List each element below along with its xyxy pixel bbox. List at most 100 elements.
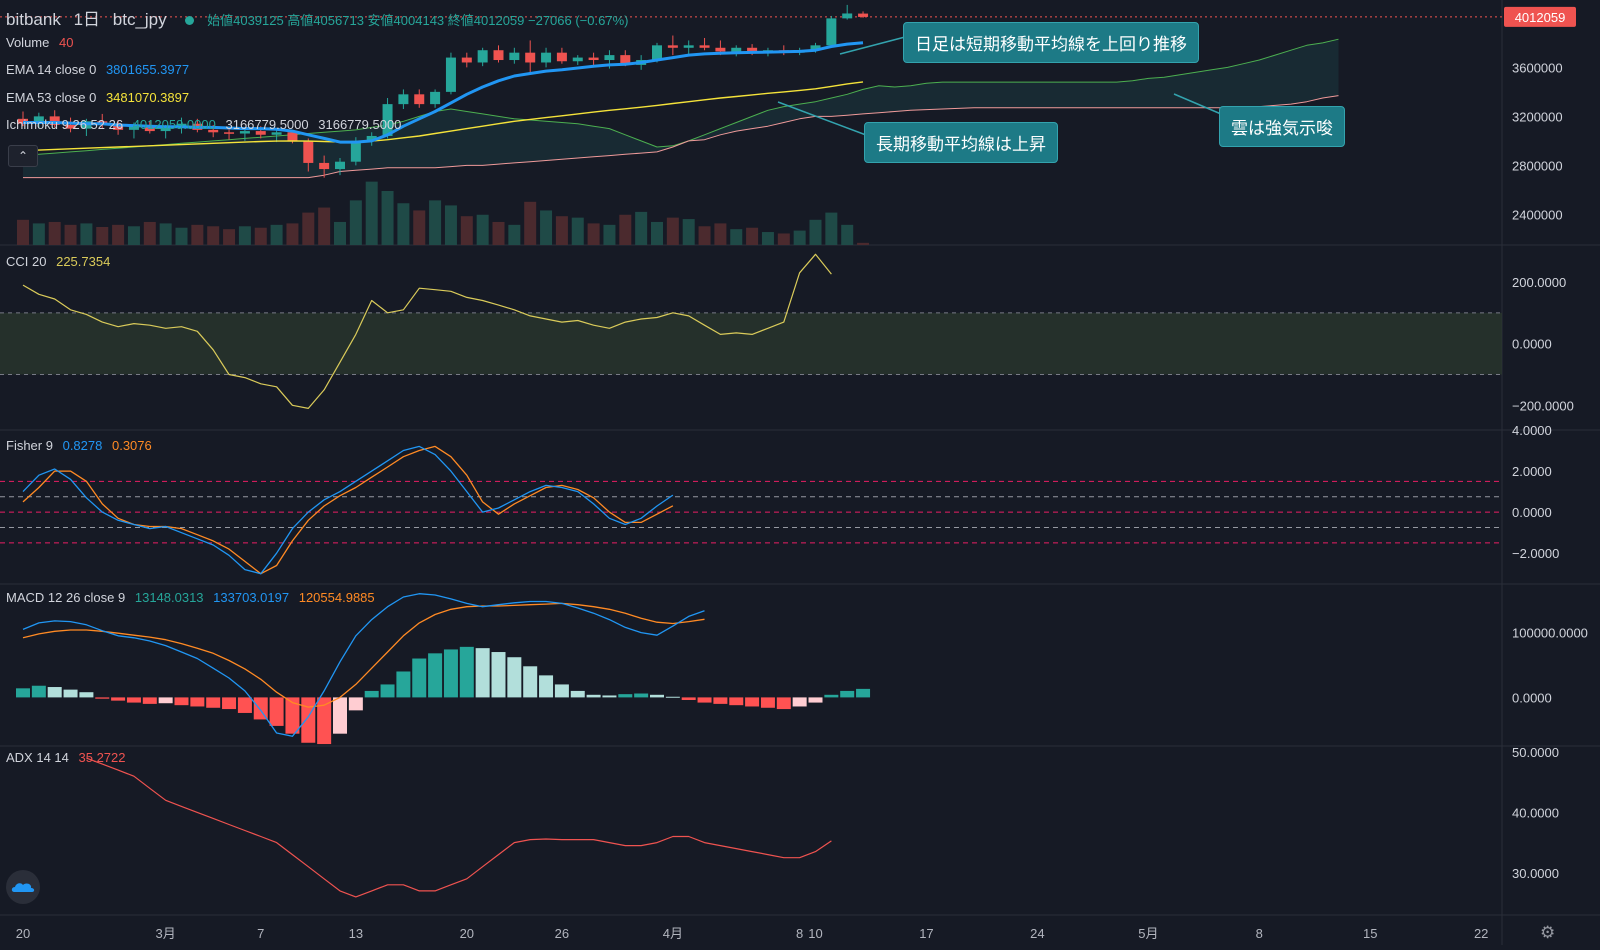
volume-bar (334, 221, 346, 245)
candle-body (667, 45, 678, 48)
macd-histogram-bar (333, 697, 347, 734)
volume-legend-name: Volume (6, 35, 50, 50)
gear-icon[interactable]: ⚙ (1540, 923, 1556, 942)
fisher-value: 0.8278 (62, 438, 103, 453)
macd-histogram-bar (824, 694, 839, 698)
volume-bar (714, 223, 727, 245)
candle-body (144, 126, 155, 132)
macd-line (22, 593, 705, 737)
macd-histogram-bar (237, 697, 252, 713)
ema53-legend-value: 3481070.3897 (105, 90, 190, 105)
volume-bar (651, 221, 663, 245)
macd-histogram-bar (856, 688, 871, 698)
price-pane[interactable] (0, 4, 1502, 245)
macd-histogram-bar (570, 690, 585, 698)
macd-histogram-bar (301, 697, 316, 743)
macd-legend[interactable]: MACD 12 26 close 9 13148.0313 133703.019… (6, 590, 375, 605)
fisher-line (22, 445, 674, 575)
volume-bar (127, 226, 140, 245)
adx-pane[interactable] (86, 757, 832, 898)
price-y-tick-label: 2800000 (1512, 158, 1563, 173)
ichimoku-legend[interactable]: Ichimoku 9 26 52 26 4012059.0000 3166779… (6, 117, 401, 132)
collapse-legend-button[interactable]: ⌃ (8, 145, 38, 167)
volume-bar (349, 200, 362, 245)
macd-histogram-bar (443, 649, 458, 698)
callout-long-ma[interactable]: 長期移動平均線は上昇 (864, 122, 1058, 163)
candle-body (541, 52, 552, 63)
macd-histogram-bar (47, 687, 62, 698)
fisher-y-tick-label: 2.0000 (1512, 464, 1552, 479)
candle-body (445, 57, 456, 92)
x-tick-label: 8 (1256, 926, 1263, 941)
pair-label[interactable]: btc_jpy (112, 10, 167, 29)
ema14-legend[interactable]: EMA 14 close 0 3801655.3977 (6, 62, 189, 77)
tradingview-logo[interactable] (6, 870, 40, 904)
volume-bar (112, 224, 125, 245)
exchange-name[interactable]: bitbank (6, 10, 61, 29)
volume-bar (159, 223, 172, 245)
macd-histogram-bar (111, 697, 126, 701)
price-y-tick-label: 3200000 (1512, 109, 1563, 124)
volume-legend-value: 40 (59, 35, 74, 50)
volume-bar (254, 227, 267, 245)
candle-body (303, 140, 314, 163)
price-y-tick-label: 2400000 (1512, 207, 1563, 222)
volume-bar (318, 207, 331, 245)
volume-bar (746, 227, 759, 245)
candle-body (65, 124, 76, 129)
x-tick-label: 15 (1363, 926, 1377, 941)
macd-histogram-bar (475, 648, 490, 698)
macd-histogram-bar (31, 685, 46, 698)
volume-bar (17, 219, 29, 245)
volume-bar (524, 201, 537, 245)
candle-body (255, 131, 266, 135)
cci-y-tick-label: 0.0000 (1512, 337, 1552, 352)
candle-body (461, 57, 472, 63)
adx-legend[interactable]: ADX 14 14 35.2722 (6, 750, 126, 765)
cci-line (22, 253, 832, 409)
macd-pane[interactable] (16, 593, 871, 745)
macd-histogram-value: 13148.0313 (134, 590, 204, 605)
callout-short-ma[interactable]: 日足は短期移動平均線を上回り推移 (903, 22, 1199, 63)
volume-bar (460, 216, 473, 245)
candle-body (382, 104, 393, 136)
volume-legend[interactable]: Volume 40 (6, 35, 73, 50)
candle-body (33, 116, 44, 124)
volume-bar (555, 216, 568, 245)
volume-bar (603, 224, 616, 245)
macd-histogram-bar (222, 697, 237, 710)
callout-cloud[interactable]: 雲は強気示唆 (1219, 106, 1345, 147)
ema53-legend[interactable]: EMA 53 close 0 3481070.3897 (6, 90, 189, 105)
callout-short-pointer (839, 36, 906, 55)
x-tick-label: 17 (919, 926, 933, 941)
macd-histogram-bar (507, 657, 522, 698)
macd-histogram-bar (142, 697, 157, 704)
volume-bar (413, 210, 426, 245)
fisher-pane[interactable] (0, 445, 1502, 575)
x-tick-label: 7 (257, 926, 264, 941)
cci-legend[interactable]: CCI 20 225.7354 (6, 254, 110, 269)
x-tick-label: 8 (796, 926, 803, 941)
adx-legend-value: 35.2722 (78, 750, 126, 765)
macd-histogram-bar (840, 690, 855, 698)
volume-bar (64, 224, 77, 245)
macd-signal-line (22, 602, 705, 708)
volume-bar (730, 229, 743, 245)
volume-bar (175, 227, 188, 245)
macd-histogram-bar (126, 697, 141, 703)
cci-pane[interactable] (0, 253, 1502, 409)
ichimoku-legend-name: Ichimoku 9 26 52 26 (6, 117, 124, 132)
cci-y-tick-label: −200.0000 (1512, 398, 1574, 413)
volume-bar (492, 221, 505, 245)
macd-signal-value: 120554.9885 (298, 590, 375, 605)
candle-body (604, 55, 615, 61)
macd-histogram-bar (396, 671, 411, 698)
x-tick-label: 26 (555, 926, 569, 941)
candle-body (208, 129, 219, 133)
interval-label[interactable]: 1日 (73, 10, 101, 29)
fisher-legend[interactable]: Fisher 9 0.8278 0.3076 (6, 438, 152, 453)
volume-bar (80, 223, 93, 245)
ichimoku-value-2: 3166779.5000 (225, 117, 309, 132)
